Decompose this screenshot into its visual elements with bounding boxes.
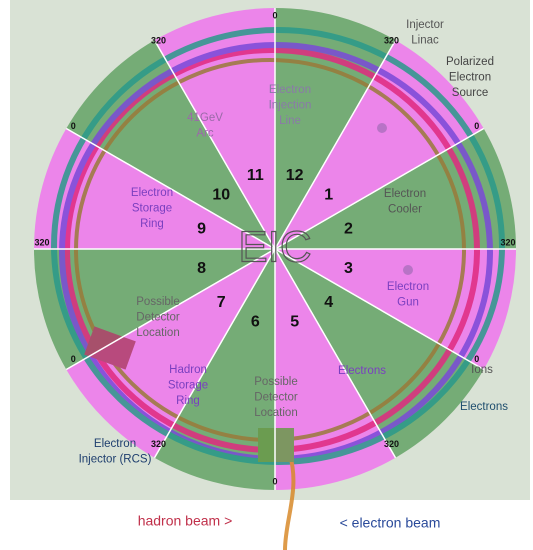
annotation-line: Detector bbox=[254, 392, 298, 404]
annotation-line: Detector bbox=[136, 312, 180, 324]
annotation-line: Source bbox=[452, 87, 488, 99]
sector-number: 7 bbox=[217, 294, 226, 311]
rim-label: 320 bbox=[500, 237, 515, 247]
annotation-line: Possible bbox=[136, 296, 179, 308]
rim-label: 320 bbox=[384, 36, 399, 46]
annotation: Electrons bbox=[338, 365, 386, 377]
annotation-line: 41GeV bbox=[187, 112, 223, 124]
annotation-line: Ring bbox=[176, 395, 200, 407]
rim-label: 320 bbox=[34, 237, 49, 247]
rim-label: 0 bbox=[272, 10, 277, 20]
rim-label: 320 bbox=[151, 36, 166, 46]
annotation: Ions bbox=[471, 364, 493, 376]
annotation-line: Electron bbox=[94, 438, 136, 450]
annotation-line: Linac bbox=[411, 35, 439, 47]
sector-number: 2 bbox=[344, 221, 353, 238]
rim-label: 320 bbox=[384, 439, 399, 449]
annotation-line: Possible bbox=[254, 376, 297, 388]
annotation-line: Line bbox=[279, 115, 301, 127]
annotation-line: Electron bbox=[387, 281, 429, 293]
annotation-line: Electrons bbox=[338, 365, 386, 377]
sector-number: 8 bbox=[197, 260, 206, 277]
legend-electron: < electron beam bbox=[340, 515, 441, 531]
annotation-line: Gun bbox=[397, 297, 419, 309]
rim-label: 0 bbox=[272, 476, 277, 486]
annotation: Possible Detector Location bbox=[136, 296, 180, 339]
sector-number: 5 bbox=[290, 314, 299, 331]
detector-block-bottom bbox=[258, 428, 294, 462]
annotation-line: Cooler bbox=[388, 204, 422, 216]
rim-label: 0 bbox=[474, 354, 479, 364]
sector-number: 10 bbox=[212, 186, 230, 203]
sector-number: 4 bbox=[324, 294, 333, 311]
eic-diagram: EIC 121234567891011032003200320032003200… bbox=[0, 0, 533, 550]
center-mark: EIC bbox=[238, 223, 311, 272]
sector-number: 1 bbox=[324, 186, 333, 203]
electron-gun-dot bbox=[403, 265, 413, 275]
rim-label: 0 bbox=[71, 121, 76, 131]
annotation: Polarized Electron Source bbox=[446, 56, 494, 99]
rim-label: 0 bbox=[71, 354, 76, 364]
annotation-line: Electron bbox=[384, 188, 426, 200]
sector-number: 11 bbox=[247, 167, 264, 184]
sector-number: 3 bbox=[344, 260, 353, 277]
annotation-line: Location bbox=[254, 407, 297, 419]
annotation-line: Arc bbox=[196, 128, 214, 140]
sector-number: 12 bbox=[286, 167, 304, 184]
annotation-line: Storage bbox=[168, 380, 208, 392]
annotation-line: Ions bbox=[471, 364, 493, 376]
annotation-line: Electron bbox=[449, 72, 491, 84]
sector-number: 6 bbox=[251, 314, 260, 331]
legend-hadron: hadron beam > bbox=[138, 513, 233, 529]
source-dot bbox=[377, 123, 387, 133]
annotation-line: Polarized bbox=[446, 56, 494, 68]
annotation-line: Electron bbox=[131, 187, 173, 199]
rim-label: 320 bbox=[151, 439, 166, 449]
annotation-line: Injector (RCS) bbox=[79, 454, 152, 466]
annotation-line: Hadron bbox=[169, 364, 207, 376]
annotation-line: Injection bbox=[269, 100, 312, 112]
annotation-line: Electrons bbox=[460, 401, 508, 413]
annotation-line: Electron bbox=[269, 84, 311, 96]
sector-number: 9 bbox=[197, 221, 206, 238]
rim-label: 0 bbox=[474, 121, 479, 131]
annotation-line: Storage bbox=[132, 203, 172, 215]
annotation: Electrons bbox=[460, 401, 508, 413]
annotation-line: Ring bbox=[140, 218, 164, 230]
annotation-line: Location bbox=[136, 327, 179, 339]
annotation-line: Injector bbox=[406, 19, 444, 31]
annotation: Possible Detector Location bbox=[254, 376, 298, 419]
